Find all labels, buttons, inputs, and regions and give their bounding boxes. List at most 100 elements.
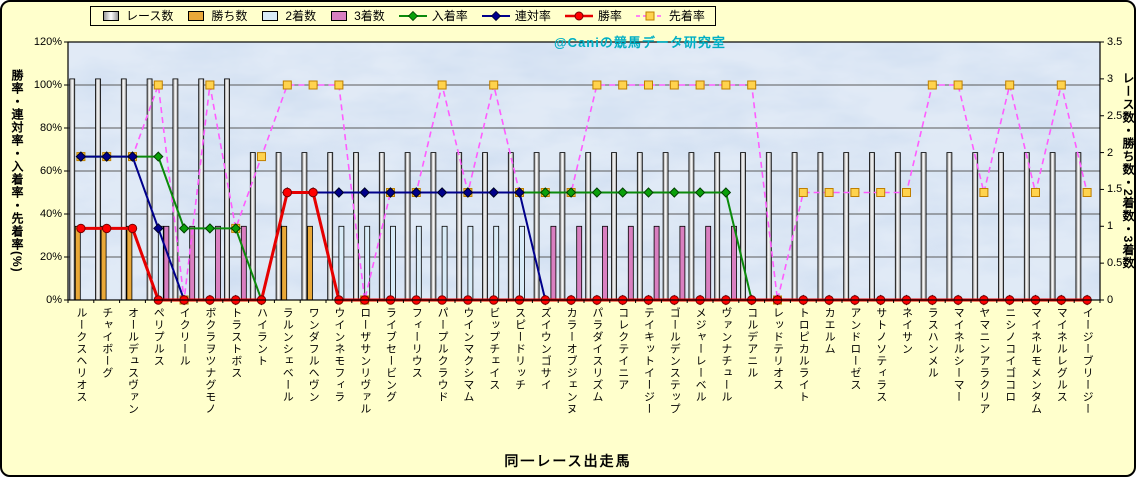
- x-axis-label: イクリール: [178, 307, 191, 367]
- right-axis-tick-label: 1: [1107, 220, 1114, 233]
- marker-place-rate: [540, 187, 551, 198]
- legend-label: 連対率: [514, 9, 551, 23]
- marker-first-arrival-rate: [1005, 80, 1015, 90]
- second-bar-swatch: [260, 10, 281, 22]
- x-axis-label: ラスハンメル: [926, 307, 939, 379]
- marker-first-arrival-rate: [669, 80, 679, 90]
- left-axis-tick-label: 100%: [33, 79, 62, 91]
- bar-third-count: [627, 225, 634, 301]
- marker-win-rate: [127, 223, 138, 234]
- bar-race-count: [482, 152, 488, 301]
- bar-race-count: [920, 152, 927, 301]
- marker-place-rate: [643, 187, 654, 198]
- marker-quinella-rate: [153, 223, 164, 234]
- marker-first-arrival-rate: [927, 80, 937, 90]
- bar-win-count: [281, 225, 288, 301]
- marker-first-arrival-rate: [850, 188, 860, 197]
- bar-race-count: [972, 152, 979, 301]
- marker-quinella-rate: [436, 187, 448, 198]
- x-axis-label: ルークスヘリオス: [74, 307, 87, 403]
- x-axis-label: レッドテリオス: [771, 307, 784, 391]
- marker-first-arrival-rate: [1056, 80, 1066, 90]
- first-arrival-rate-swatch-icon: [635, 11, 664, 21]
- marker-first-arrival-rate: [953, 80, 963, 90]
- marker-first-arrival-rate: [798, 188, 808, 197]
- marker-place-rate: [617, 187, 628, 198]
- bar-race-count: [1075, 152, 1082, 301]
- bar-race-count: [869, 152, 875, 301]
- marker-first-arrival-rate: [437, 80, 447, 90]
- marker-win-rate: [102, 223, 112, 234]
- bar-race-count: [714, 152, 721, 301]
- x-axis-label: トラストボス: [229, 307, 242, 379]
- marker-first-arrival-rate: [1031, 188, 1040, 197]
- bar-race-count: [894, 152, 901, 301]
- bar-race-count: [1023, 152, 1030, 301]
- legend-label: 勝ち数: [211, 9, 248, 23]
- marker-first-arrival-rate: [721, 80, 731, 90]
- bar-third-count: [576, 225, 583, 301]
- x-axis-label: サトノソティラス: [874, 307, 887, 403]
- marker-first-arrival-rate: [592, 80, 602, 90]
- bar-win-count: [74, 225, 81, 301]
- marker-place-rate: [230, 223, 241, 234]
- marker-first-arrival-rate: [257, 152, 266, 162]
- marker-first-arrival-rate: [489, 80, 499, 90]
- left-axis-tick-label: 60%: [39, 165, 62, 177]
- x-axis-label: ワンダフルヘヴン: [307, 307, 320, 403]
- right-axis-title: レース数・勝ち数・2着数・3着数: [1121, 72, 1135, 270]
- x-axis-label: カラーオブジェンヌ: [565, 307, 578, 415]
- left-axis-tick-label: 120%: [33, 36, 62, 48]
- x-axis-label: イージーブリージー: [1081, 307, 1094, 415]
- bar-third-count: [189, 225, 196, 301]
- watermark-text: @Caniの競馬データ研究室: [554, 35, 726, 50]
- third-count-swatch-icon: [331, 11, 348, 21]
- bar-race-count: [120, 78, 127, 301]
- marker-first-arrival-rate: [979, 188, 989, 197]
- marker-place-rate: [694, 187, 706, 198]
- bar-third-count: [163, 225, 170, 301]
- third-bar-swatch: [329, 10, 350, 22]
- x-axis-label: チャイボーグ: [100, 307, 113, 379]
- bar-second-count: [519, 225, 525, 301]
- left-axis-title: 勝率・連対率・入着率・先着率(%): [10, 69, 24, 273]
- legend-label: 勝率: [597, 9, 622, 23]
- legend-item-race-bar: レース数: [101, 9, 173, 23]
- axis-ticks: [64, 41, 1104, 303]
- left-axis-tick-label: 40%: [39, 208, 62, 220]
- marker-quinella-rate: [488, 187, 499, 198]
- bar-race-count: [740, 152, 746, 301]
- x-axis-label: ニシノコイゴコロ: [1003, 307, 1016, 403]
- x-axis-label: ウインマクシマム: [461, 307, 474, 403]
- marker-quinella-rate: [411, 187, 422, 198]
- bar-race-count: [636, 152, 643, 301]
- x-axis-label: マイネルレグルス: [1055, 307, 1068, 403]
- marker-win-rate: [76, 223, 86, 234]
- bar-race-count: [688, 152, 695, 301]
- x-axis-label: ヤマニンアラクリア: [977, 307, 990, 415]
- legend-label: 入着率: [431, 9, 468, 23]
- marker-place-rate: [720, 187, 732, 198]
- x-axis-label: ライブセービング: [384, 307, 397, 403]
- marker-quinella-rate: [101, 151, 112, 162]
- marker-place-rate: [565, 187, 577, 198]
- bar-race-count: [327, 152, 334, 301]
- bar-race-count: [224, 78, 230, 301]
- bar-race-count: [404, 152, 411, 301]
- race-count-swatch-icon: [103, 11, 119, 21]
- x-axis-label: パラダイスリズム: [590, 307, 603, 403]
- marker-first-arrival-rate: [747, 80, 757, 90]
- marker-first-arrival-rate: [282, 80, 292, 90]
- x-axis-label: ビップチェイス: [487, 307, 500, 391]
- x-axis-label: カエルム: [823, 307, 836, 355]
- bar-third-count: [679, 225, 686, 301]
- bar-race-count: [430, 152, 437, 301]
- marker-first-arrival-rate: [205, 80, 215, 90]
- marker-place-rate: [153, 151, 164, 162]
- bar-third-count: [602, 225, 608, 301]
- legend-item-quinella-line: 連対率: [481, 9, 551, 23]
- marker-quinella-rate: [75, 151, 87, 162]
- x-axis-label: スピードリッチ: [513, 307, 526, 391]
- bar-race-count: [662, 152, 669, 301]
